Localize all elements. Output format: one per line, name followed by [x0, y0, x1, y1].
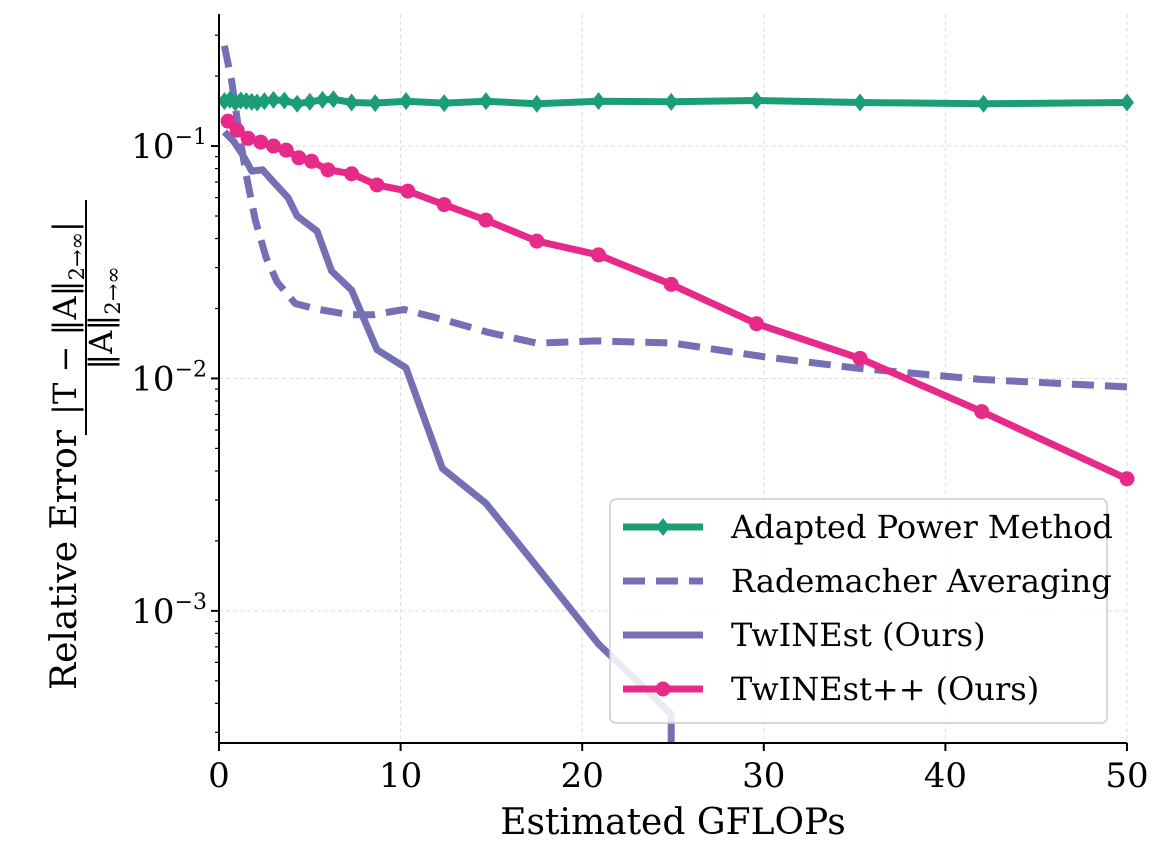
data-point	[437, 94, 452, 113]
y-axis-title-numerator: |T − ‖A‖2→∞|	[46, 221, 89, 415]
data-point	[278, 142, 294, 158]
data-point	[399, 92, 414, 111]
data-point	[663, 276, 679, 292]
legend-frame	[609, 498, 1108, 724]
data-point	[400, 183, 416, 199]
data-point	[368, 94, 383, 113]
data-point	[591, 92, 606, 111]
data-point	[436, 197, 452, 213]
data-point	[1119, 471, 1135, 487]
data-point	[749, 316, 765, 332]
y-tick-label: 10−3	[131, 590, 207, 632]
data-point	[302, 92, 317, 111]
data-point	[976, 94, 991, 113]
data-point	[304, 153, 320, 169]
data-point	[290, 94, 305, 113]
data-point	[229, 122, 245, 138]
data-point	[240, 130, 256, 146]
data-point	[591, 247, 607, 263]
y-tick-label: 10−2	[131, 357, 207, 399]
series-twinest-ours	[220, 113, 1135, 487]
legend-label-rademacher-averaging: Rademacher Averaging	[731, 562, 1112, 600]
y-tick-label: 10−1	[131, 125, 207, 167]
y-axis-title-denominator: ‖A‖2→∞	[82, 266, 125, 370]
data-point	[664, 92, 679, 111]
y-ticks: 10−1 10−2 10−3	[131, 34, 219, 733]
data-point	[1120, 93, 1134, 112]
data-point	[478, 212, 494, 228]
data-point	[220, 113, 236, 129]
data-point	[344, 166, 360, 182]
y-axis-title: Relative Error |T − ‖A‖2→∞| ‖A‖2→∞	[44, 200, 125, 690]
data-point	[369, 177, 385, 193]
data-point	[266, 90, 281, 109]
x-axis-title: Estimated GFLOPs	[500, 802, 845, 843]
legend-label-twinest-ours: TwINEst (Ours)	[731, 616, 986, 654]
series-twinest-ours	[221, 129, 675, 743]
x-tick-label: 0	[208, 756, 230, 796]
legend-marker-adapted-power-method	[656, 518, 670, 536]
y-axis-title-prefix: Relative Error	[44, 429, 85, 690]
data-point	[320, 162, 336, 178]
x-tick-label: 50	[1105, 756, 1148, 796]
data-point	[291, 150, 307, 166]
data-point	[326, 90, 341, 109]
legend-label-adapted-power-method: Adapted Power Method	[730, 508, 1113, 546]
x-tick-label: 40	[924, 756, 967, 796]
plot-area	[219, 45, 1135, 743]
data-point	[277, 91, 292, 110]
data-point	[529, 233, 545, 249]
data-point	[478, 92, 493, 111]
x-tick-label: 20	[561, 756, 604, 796]
data-point	[344, 93, 359, 112]
data-point	[253, 134, 269, 150]
series-line-twinest-ours	[225, 118, 1129, 482]
x-ticks: 0 10 20 30 40 50	[208, 743, 1149, 796]
series-line-rademacher-averaging	[220, 45, 1128, 391]
legend-marker-twinest-ours	[655, 681, 671, 697]
series-adapted-power-method	[219, 90, 1134, 113]
data-point	[749, 91, 764, 110]
series-rademacher-averaging	[220, 45, 1128, 391]
data-point	[852, 350, 868, 366]
data-point	[853, 93, 868, 112]
x-tick-label: 30	[742, 756, 785, 796]
data-point	[265, 138, 281, 154]
data-point	[974, 404, 990, 420]
legend-label-twinest-ours: TwINEst++ (Ours)	[731, 670, 1039, 708]
data-point	[529, 94, 544, 113]
x-tick-label: 10	[379, 756, 422, 796]
legend: Adapted Power Method Rademacher Averaging…	[609, 498, 1113, 724]
data-point	[257, 92, 272, 111]
data-point	[315, 90, 330, 109]
series-line-twinest-ours	[221, 129, 675, 743]
